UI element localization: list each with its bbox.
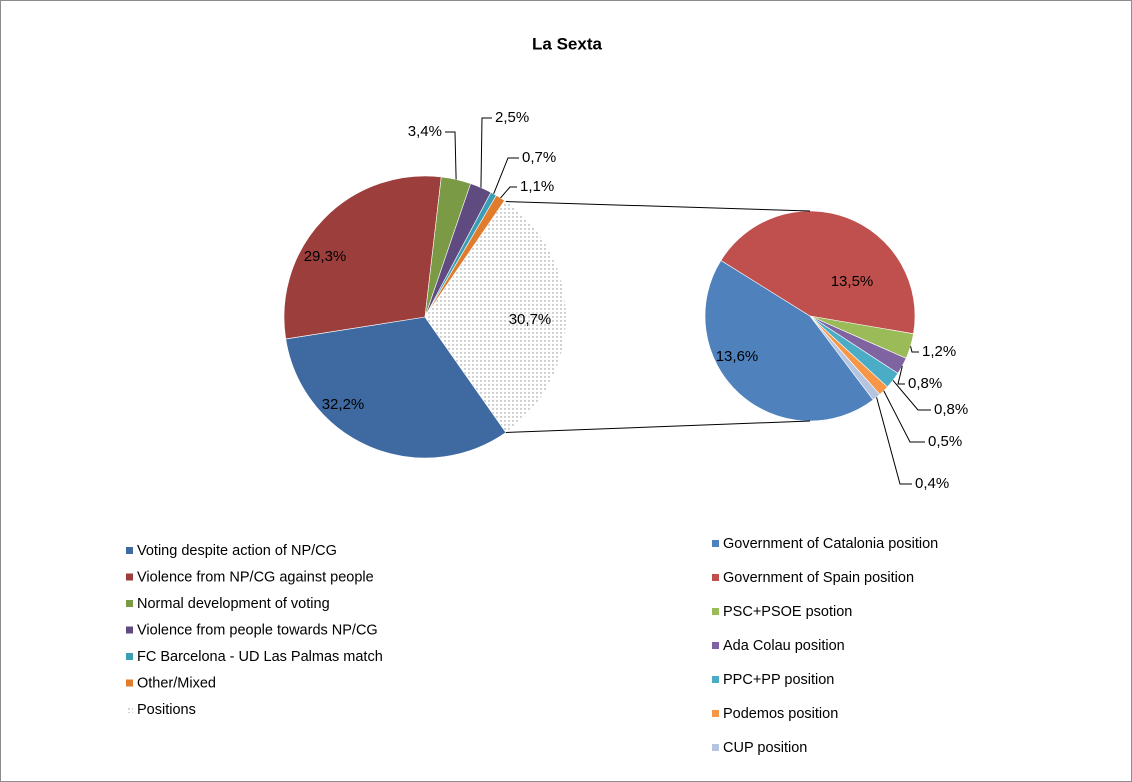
data-label: 0,4% (915, 475, 949, 492)
pie-slice (720, 210, 916, 335)
legend-label: Other/Mixed (137, 675, 216, 691)
legend-swatch (712, 642, 719, 649)
pie-slice (424, 200, 567, 433)
data-label: 13,6% (716, 348, 759, 365)
legend-swatch (712, 608, 719, 615)
legend-label: Positions (137, 702, 196, 718)
leader-line (500, 186, 517, 199)
legend-label: PPC+PP position (723, 672, 834, 688)
legend-swatch (126, 706, 133, 713)
data-label: 1,1% (520, 178, 554, 195)
pie-slice (285, 316, 507, 459)
leader-line (883, 390, 925, 443)
data-label: 2,5% (495, 109, 529, 126)
legend-label: Government of Catalonia position (723, 536, 938, 552)
legend-label: Normal development of voting (137, 596, 330, 612)
pie-slice (704, 260, 874, 422)
leader-line (892, 380, 931, 411)
leader-line (480, 117, 492, 188)
leader-line (876, 397, 912, 485)
legend-swatch (126, 653, 133, 660)
legend: Government of Catalonia position Governme… (712, 536, 938, 756)
data-label: 0,5% (928, 433, 962, 450)
legend-swatch (126, 547, 133, 554)
leader-line (910, 346, 919, 353)
leader-line (445, 131, 457, 180)
legend-swatch (126, 600, 133, 607)
data-label: 1,2% (922, 343, 956, 360)
legend-label: Violence from NP/CG against people (137, 569, 374, 585)
legend-label: PSC+PSOE psotion (723, 604, 852, 620)
connector-line (505, 200, 811, 212)
legend-label: Voting despite action of NP/CG (137, 543, 337, 559)
legend-swatch (126, 679, 133, 687)
data-label: 0,7% (522, 149, 556, 166)
data-label: 0,8% (908, 375, 942, 392)
legend-label: Ada Colau position (723, 638, 845, 654)
legend-swatch (712, 676, 719, 683)
legend-swatch (126, 626, 133, 634)
legend: Voting despite action of NP/CG Violence f… (126, 543, 383, 718)
chart-title: La Sexta (532, 34, 602, 53)
data-label: 30,7% (509, 311, 552, 328)
leader-line (897, 365, 905, 385)
data-label: 29,3% (304, 248, 347, 265)
legend-swatch (712, 540, 719, 547)
leader-line (493, 157, 519, 195)
legend-label: Government of Spain position (723, 570, 914, 586)
data-label: 3,4% (408, 123, 442, 140)
legend-label: Podemos position (723, 706, 838, 722)
pie-slice (283, 175, 442, 340)
legend-label: CUP position (723, 740, 807, 756)
data-label: 0,8% (934, 401, 968, 418)
legend-swatch (712, 710, 719, 717)
connector-line (505, 420, 811, 434)
data-label: 13,5% (831, 273, 874, 290)
legend-swatch (712, 744, 719, 751)
legend-swatch (712, 574, 719, 581)
legend-label: FC Barcelona - UD Las Palmas match (137, 649, 383, 665)
legend-swatch (126, 573, 133, 581)
data-label: 32,2% (322, 396, 365, 413)
legend-label: Violence from people towards NP/CG (137, 622, 378, 638)
